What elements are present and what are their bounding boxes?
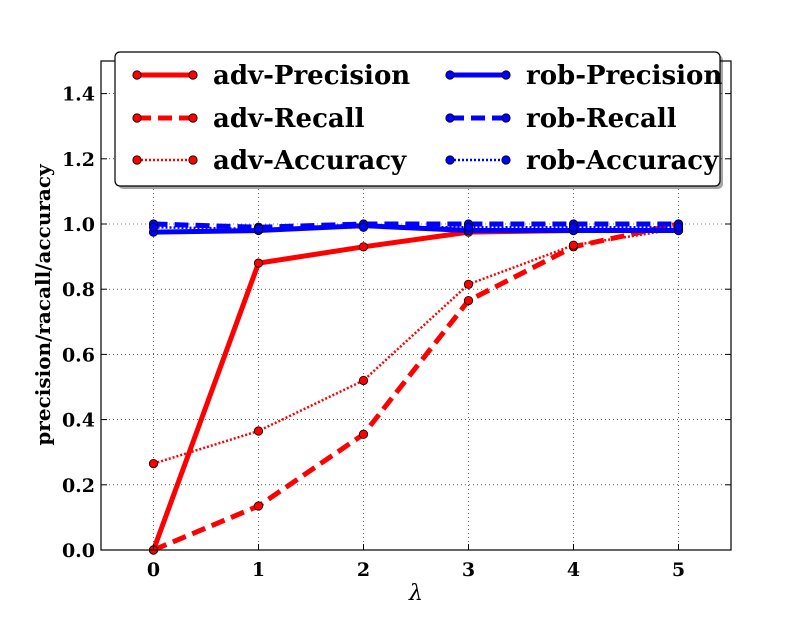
legend-marker xyxy=(445,113,455,123)
series-line-rob-Recall xyxy=(153,221,679,230)
legend-marker xyxy=(445,70,455,80)
data-point xyxy=(253,426,264,436)
legend-label: rob-Accuracy xyxy=(526,146,719,176)
legend-label: adv-Accuracy xyxy=(213,146,407,176)
legend-marker xyxy=(445,155,455,165)
ticks: 0 1 2 3 4 5 0.0 0.2 0.4 0.6 0.8 1.0 1.2 1.4 xyxy=(62,61,731,581)
data-point xyxy=(253,258,264,268)
data-point xyxy=(463,279,474,289)
legend-marker xyxy=(501,155,511,165)
x-tick-label: 4 xyxy=(567,559,580,581)
data-point xyxy=(568,240,579,250)
legend-entry-rob-Accuracy: rob-Accuracy xyxy=(445,146,719,176)
x-tick-label: 1 xyxy=(252,559,265,581)
data-point xyxy=(253,224,264,234)
x-tick-label: 0 xyxy=(147,559,160,581)
data-point xyxy=(148,459,159,469)
legend-entry-rob-Recall: rob-Recall xyxy=(445,104,677,134)
legend-marker xyxy=(132,155,142,165)
legend: adv-Precision adv-Recall adv-Accuracy rob-P… xyxy=(114,51,723,189)
legend-marker xyxy=(188,155,198,165)
series-rob-Accuracy xyxy=(148,222,684,234)
legend-entry-adv-Accuracy: adv-Accuracy xyxy=(132,146,407,176)
legend-marker xyxy=(132,113,142,123)
series-line-rob-Precision xyxy=(153,223,679,235)
data-point xyxy=(358,242,369,252)
y-tick-label: 0.6 xyxy=(62,344,95,366)
x-axis-label: λ xyxy=(408,581,423,606)
y-tick-label: 0.4 xyxy=(62,410,95,432)
legend-label: adv-Precision xyxy=(213,61,410,91)
legend-marker xyxy=(188,70,198,80)
legend-entry-adv-Recall: adv-Recall xyxy=(132,104,365,134)
y-tick-label: 0.2 xyxy=(62,475,95,497)
x-tick-label: 2 xyxy=(357,559,370,581)
data-point xyxy=(463,296,474,306)
data-point xyxy=(673,222,684,232)
data-point xyxy=(568,222,579,232)
series-line-adv-Recall xyxy=(152,221,680,553)
data-point xyxy=(463,222,474,232)
legend-entry-rob-Precision: rob-Precision xyxy=(445,61,722,91)
data-point xyxy=(148,222,159,232)
series-line-rob-Accuracy xyxy=(153,226,679,231)
legend-label: rob-Precision xyxy=(526,61,722,91)
y-axis-label: precision/racall/accuracy xyxy=(31,163,55,446)
y-tick-label: 0.0 xyxy=(62,540,95,562)
legend-marker xyxy=(132,70,142,80)
y-tick-label: 1.0 xyxy=(62,214,95,236)
data-point xyxy=(253,501,264,511)
x-tick-label: 3 xyxy=(462,559,475,581)
y-tick-label: 1.2 xyxy=(62,149,95,171)
series-line-adv-Accuracy xyxy=(153,227,679,465)
legend-label: adv-Recall xyxy=(213,104,365,134)
y-tick-label: 1.4 xyxy=(62,84,95,106)
series-layer xyxy=(148,219,684,555)
legend-marker xyxy=(188,113,198,123)
legend-marker xyxy=(501,113,511,123)
legend-box xyxy=(114,51,721,187)
legend-marker xyxy=(501,70,511,80)
legend-entry-adv-Precision: adv-Precision xyxy=(132,61,410,91)
legend-label: rob-Recall xyxy=(526,104,677,134)
y-tick-label: 0.8 xyxy=(62,279,95,301)
x-tick-label: 5 xyxy=(672,559,685,581)
data-point xyxy=(358,375,369,386)
data-point xyxy=(358,222,369,232)
data-point xyxy=(358,429,369,439)
